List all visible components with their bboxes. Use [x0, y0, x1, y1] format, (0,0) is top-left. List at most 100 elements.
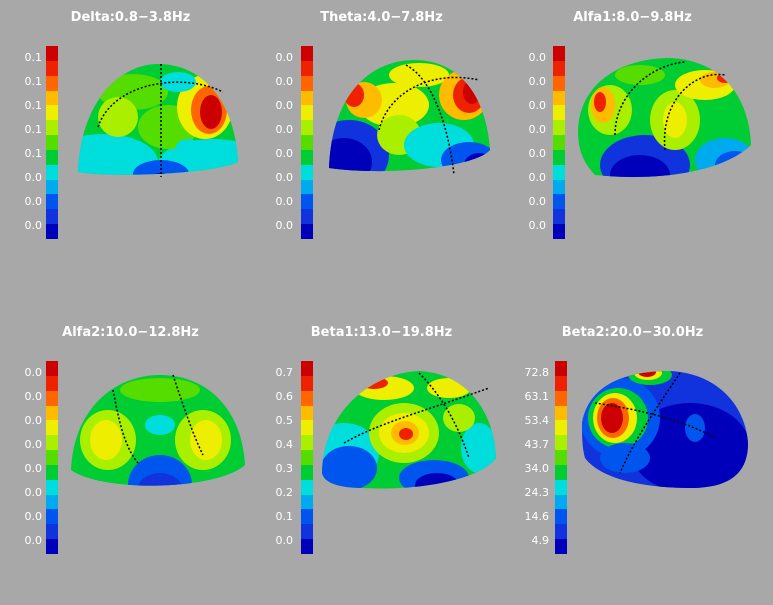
colorbar-segment [553, 60, 565, 76]
colorbar-segment [555, 435, 567, 451]
tick-label: 43.7 [524, 438, 550, 451]
colorbar-segment [553, 224, 565, 239]
colorbar-segment [301, 46, 313, 61]
colorbar-segment [301, 420, 313, 436]
panel-alfa2: Alfa2:10.0−12.8Hz 0.0 0.0 0.0 0.0 0.0 0.… [3, 325, 258, 605]
colorbar-segment [553, 135, 565, 150]
tick-label: 0.0 [275, 99, 294, 112]
brain-topomap-theta [329, 60, 490, 176]
panel-title: Delta:0.8−3.8Hz [70, 10, 191, 25]
tick-label: 0.0 [275, 123, 294, 136]
colorbar-segment [46, 494, 58, 510]
colorbar-scale: 0.0 0.0 0.0 0.0 0.0 0.0 0.0 0.0 [520, 46, 547, 239]
colorbar-segment [553, 179, 565, 195]
colorbar-segment [553, 120, 565, 136]
colorbar-segment [46, 450, 58, 465]
tick-label: 0.0 [275, 219, 294, 232]
tick-label: 0.7 [275, 366, 294, 379]
tick-label: 4.9 [531, 534, 550, 547]
brain-topomap-alfa1 [578, 58, 751, 177]
colorbar-segment [555, 361, 567, 376]
colorbar [46, 46, 58, 239]
colorbar-scale: 0.1 0.1 0.1 0.1 0.1 0.0 0.0 0.0 [16, 46, 43, 239]
colorbar-segment [46, 435, 58, 451]
tick-label: 0.1 [24, 147, 43, 160]
tick-label: 0.0 [24, 438, 43, 451]
tick-label: 0.0 [528, 51, 547, 64]
colorbar-segment [46, 46, 58, 61]
panel-title: Alfa2:10.0−12.8Hz [62, 325, 199, 340]
panel-title: Theta:4.0−7.8Hz [320, 10, 443, 25]
colorbar-segment [301, 494, 313, 510]
colorbar-segment [46, 390, 58, 406]
colorbar-segment [46, 539, 58, 554]
tick-label: 0.0 [24, 390, 43, 403]
colorbar-segment [46, 60, 58, 76]
colorbar [555, 361, 567, 554]
tick-label: 0.4 [275, 438, 294, 451]
tick-label: 0.0 [24, 534, 43, 547]
brain-topomap-beta2 [582, 371, 748, 488]
panel-title: Beta1:13.0−19.8Hz [310, 325, 453, 340]
colorbar-segment [555, 464, 567, 480]
colorbar-segment [46, 75, 58, 91]
colorbar-segment [555, 509, 567, 525]
tick-label: 0.1 [24, 99, 43, 112]
tick-label: 24.3 [524, 486, 550, 499]
tick-label: 0.0 [24, 219, 43, 232]
tick-label: 0.0 [275, 195, 294, 208]
colorbar-segment [46, 479, 58, 495]
colorbar [301, 361, 313, 554]
colorbar-segment [301, 60, 313, 76]
colorbar-segment [553, 164, 565, 180]
tick-label: 0.0 [275, 534, 294, 547]
colorbar-segment [555, 479, 567, 495]
colorbar-scale: 0.0 0.0 0.0 0.0 0.0 0.0 0.0 0.0 [16, 361, 43, 554]
colorbar-segment [46, 509, 58, 525]
colorbar-segment [301, 164, 313, 180]
tick-label: 0.0 [275, 51, 294, 64]
brain-topomap-delta [78, 64, 238, 177]
panel-beta1: Beta1:13.0−19.8Hz 0.7 0.6 0.5 0.4 0.3 0.… [254, 325, 509, 605]
tick-label: 0.0 [528, 147, 547, 160]
colorbar-segment [46, 209, 58, 225]
tick-label: 0.1 [24, 51, 43, 64]
panel-title: Alfa1:8.0−9.8Hz [573, 10, 692, 25]
colorbar-segment [301, 361, 313, 376]
colorbar-segment [301, 435, 313, 451]
colorbar-segment [301, 224, 313, 239]
colorbar-segment [553, 209, 565, 225]
panel-alfa1: Alfa1:8.0−9.8Hz 0.0 0.0 0.0 0.0 0.0 0.0 … [505, 10, 760, 290]
tick-label: 0.1 [24, 123, 43, 136]
colorbar-segment [301, 509, 313, 525]
colorbar-segment [553, 149, 565, 165]
colorbar-segment [301, 105, 313, 121]
tick-label: 0.0 [24, 462, 43, 475]
colorbar-segment [301, 539, 313, 554]
colorbar-segment [301, 135, 313, 150]
tick-label: 0.3 [275, 462, 294, 475]
colorbar-segment [553, 90, 565, 106]
panel-delta: Delta:0.8−3.8Hz 0.1 0.1 0.1 0.1 0.1 0.0 … [3, 10, 258, 290]
tick-label: 0.0 [275, 171, 294, 184]
tick-label: 0.5 [275, 414, 294, 427]
colorbar-segment [46, 179, 58, 195]
colorbar-segment [301, 405, 313, 421]
colorbar-segment [301, 149, 313, 165]
colorbar-segment [555, 494, 567, 510]
colorbar-segment [46, 164, 58, 180]
colorbar-segment [301, 90, 313, 106]
tick-label: 0.6 [275, 390, 294, 403]
colorbar-segment [555, 375, 567, 391]
colorbar-segment [301, 479, 313, 495]
tick-label: 0.0 [24, 414, 43, 427]
tick-label: 0.0 [275, 75, 294, 88]
tick-label: 0.0 [275, 147, 294, 160]
tick-label: 0.0 [24, 486, 43, 499]
colorbar-segment [46, 375, 58, 391]
panel-beta2: Beta2:20.0−30.0Hz 72.8 63.1 53.4 43.7 34… [505, 325, 760, 605]
colorbar [301, 46, 313, 239]
colorbar-segment [46, 135, 58, 150]
tick-label: 63.1 [524, 390, 550, 403]
tick-label: 0.0 [24, 366, 43, 379]
